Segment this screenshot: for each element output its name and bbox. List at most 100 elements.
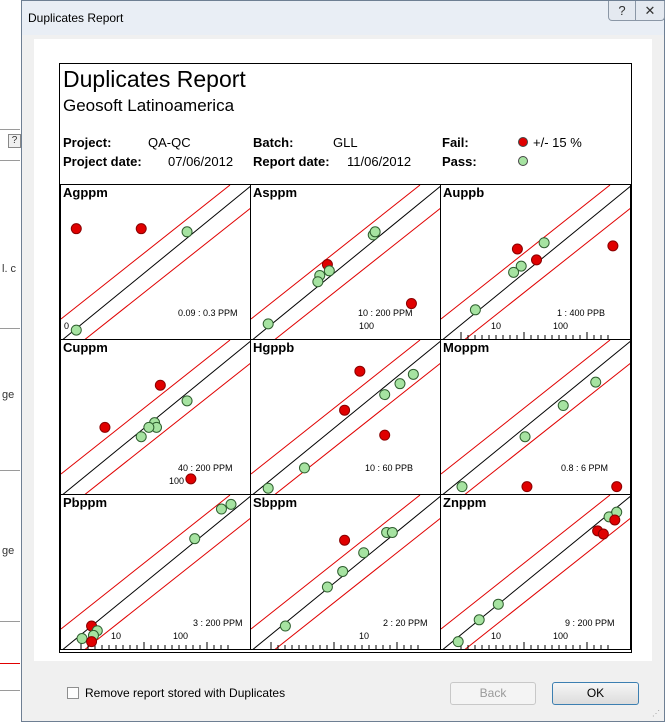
pass-point [215,503,227,515]
fail-point [185,473,197,485]
pass-point [189,533,201,545]
upper-tolerance-line [441,495,611,630]
pass-point [519,431,531,443]
upper-tolerance-line [61,185,231,320]
scatter-plot [251,495,440,649]
identity-line [442,340,630,494]
pass-point [515,260,527,272]
pass-point [337,565,349,577]
scatter-plot [441,495,630,649]
lower-tolerance-line [274,207,440,339]
resize-grip-icon[interactable]: ⋰ [652,709,660,718]
upper-tolerance-line [251,495,421,630]
pass-point [262,318,274,330]
pass-point [181,226,193,238]
identity-line [252,340,440,494]
bg-text-fragment: ge [2,389,15,401]
panel-range: 0.8 : 6 PPM [561,463,609,473]
bg-divider [0,690,20,691]
fail-point [86,636,98,648]
upper-tolerance-line [441,340,611,475]
scatter-panel-pbppm: Pbppm 3 : 200 PPM 10 100 [60,494,251,650]
lower-tolerance-line [84,362,250,494]
fail-point [511,243,523,255]
pass-point [143,421,155,433]
panel-range: 3 : 200 PPM [193,618,243,628]
panel-title: Znppm [443,495,487,510]
fail-tolerance: +/- 15 % [533,135,582,150]
fail-point [611,481,623,493]
fail-point [154,379,166,391]
lower-tolerance-line [464,362,630,494]
fail-point [405,298,417,310]
scatter-plot [441,340,630,494]
project-date-label: Project date: [63,154,142,169]
pass-point [321,581,333,593]
scatter-panel-agppm: Agppm 0.09 : 0.3 PPM 0 [60,184,251,340]
batch-label: Batch: [253,135,294,150]
axis-tick-label: 10 [359,631,370,641]
panel-title: Moppm [443,340,490,355]
panel-grid: Agppm 0.09 : 0.3 PPM 0 Asppm 10 : 200 PPM 100… [60,184,631,652]
scatter-panel-znppm: Znppm 9 : 200 PPM 10 100 [440,494,631,650]
back-button[interactable]: Back [450,682,536,705]
duplicates-report-dialog: Duplicates Report ? ✕ Duplicates Report … [21,0,665,722]
pass-point [279,620,291,632]
fail-point [609,514,621,526]
fail-point [521,481,533,493]
pass-point [298,462,310,474]
panel-title: Pbppm [63,495,108,510]
bg-divider [0,160,20,161]
fail-point [607,240,619,252]
pass-point [225,498,237,510]
scatter-plot [251,340,440,494]
pass-legend-icon [518,156,528,166]
pass-point [473,614,485,626]
pass-point [492,598,504,610]
remove-report-checkbox[interactable] [67,687,79,699]
panel-range: 9 : 200 PPM [565,618,615,628]
help-button[interactable]: ? [608,1,636,21]
axis-tick-label: 0 [64,321,70,331]
scatter-panel-sbppm: Sbppm 2 : 20 PPM 10 [250,494,441,650]
scatter-plot [61,340,250,494]
upper-tolerance-line [251,185,421,320]
batch-value: GLL [333,135,358,150]
fail-point [135,223,147,235]
bg-divider [0,621,20,622]
panel-range: 40 : 200 PPM [178,463,233,473]
pass-point [379,389,391,401]
scatter-panel-hgppb: Hgppb 10 : 60 PPB [250,339,441,495]
pass-label: Pass: [442,154,477,169]
lower-tolerance-line [84,517,250,649]
panel-range: 10 : 60 PPB [365,463,414,473]
scatter-panel-moppm: Moppm 0.8 : 6 PPM [440,339,631,495]
ok-button[interactable]: OK [552,682,639,705]
bg-divider [0,663,20,664]
pass-point [452,636,464,648]
axis-tick-label: 10 [111,631,122,641]
remove-report-label[interactable]: Remove report stored with Duplicates [85,686,286,700]
fail-point [339,404,351,416]
fail-point [379,429,391,441]
lower-tolerance-line [464,207,630,339]
identity-line [252,185,440,339]
pass-point [508,266,520,278]
pass-point [369,226,381,238]
identity-line [62,185,250,339]
fail-point [597,528,609,540]
window-title: Duplicates Report [28,11,124,25]
close-button[interactable]: ✕ [635,1,665,21]
lower-tolerance-line [84,207,250,339]
scatter-panel-cuppm: Cuppm 40 : 200 PPM 100 [60,339,251,495]
project-label: Project: [63,135,112,150]
axis-tick-label: 100 [169,476,185,486]
upper-tolerance-line [441,185,611,320]
fail-point [531,254,542,266]
pass-point [386,526,398,538]
pass-point [358,547,370,559]
pass-point [181,395,193,407]
background-application: ? l. c ge ge [0,0,21,724]
pass-point [456,481,468,493]
panel-title: Sbppm [253,495,298,510]
